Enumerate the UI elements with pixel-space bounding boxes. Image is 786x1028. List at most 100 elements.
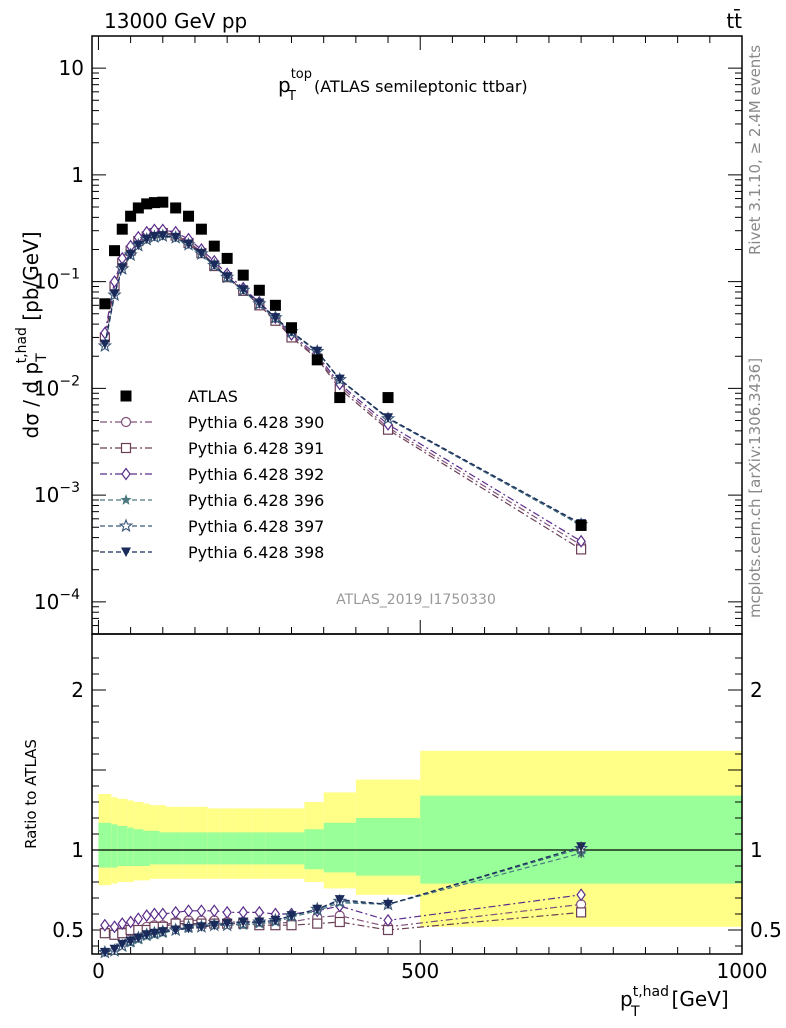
ratio-point-p398 (312, 904, 323, 915)
point-p398 (117, 263, 128, 273)
ratio-point-p398 (196, 922, 207, 932)
ratio-point-p392 (576, 888, 586, 902)
band-inner (420, 795, 742, 884)
ratio-axes: 0.5 0.5 1 1 2 2 0 500 1000 (52, 657, 782, 983)
legend-label-p398: Pythia 6.428 398 (188, 543, 324, 562)
legend-label-p390: Pythia 6.428 390 (188, 413, 324, 432)
point-data (195, 223, 207, 235)
band-inner (285, 832, 305, 865)
ratio-point-p391 (576, 907, 587, 918)
point-p398 (383, 413, 394, 423)
y-tick-label-main: 10−2 (34, 373, 80, 400)
legend-marker-p391 (120, 442, 132, 454)
point-p392 (576, 534, 586, 548)
point-p398 (125, 249, 136, 260)
point-p392 (109, 275, 120, 289)
ratio-ylabel: Ratio to ATLAS (22, 739, 40, 849)
band-inner (133, 829, 144, 866)
ratio-point-p398 (238, 917, 249, 927)
ratio-point-p398 (383, 899, 394, 910)
ratio-point-p398 (270, 915, 281, 926)
mcplots-label: mcplots.cern.ch [arXiv:1306.3436] (746, 358, 764, 618)
ratio-point-p392 (383, 913, 393, 927)
main-title-rest: (ATLAS semileptonic ttbar) (314, 77, 528, 96)
x-axis-label-p: p (620, 987, 633, 1011)
x-axis-label-sup: t,had (633, 984, 669, 1000)
ratio-point-p398 (141, 930, 152, 940)
main-title-p: p (278, 73, 291, 97)
ratio-point-p392 (170, 905, 181, 919)
y-tick-label-main: 10 (59, 56, 84, 80)
point-data (170, 202, 182, 214)
legend: ATLAS Pythia 6.428 390 Pythia 6.428 391 Pyt… (100, 387, 324, 562)
series-line-p396 (104, 235, 582, 526)
ratio-point-p398 (133, 933, 144, 943)
ratio-point-p398 (170, 925, 181, 935)
point-p398 (133, 240, 144, 251)
band-inner (117, 826, 128, 866)
point-data (116, 223, 128, 235)
ratio-point-p391 (312, 918, 323, 929)
point-p398 (141, 234, 152, 245)
ratio-point-p392 (100, 918, 110, 932)
process-label: tt̄ (726, 8, 742, 33)
point-p398 (157, 231, 168, 241)
ratio-point-p392 (196, 904, 207, 918)
rivet-label: Rivet 3.1.10, ≥ 2.4M events (746, 45, 764, 255)
main-title-sub: T (287, 89, 296, 104)
x-axis-label: pt,had T [GeV] (620, 984, 729, 1020)
y-tick-label-ratio: 0.5 (52, 918, 84, 942)
band-inner (98, 822, 112, 868)
point-data (269, 299, 281, 311)
legend-marker-p396 (120, 494, 132, 505)
main-axes: 10 1 10−1 10−2 10−3 10−4 (34, 35, 743, 635)
point-p398 (196, 248, 207, 259)
band-inner (207, 832, 221, 865)
y-tick-label-ratio-right: 0.5 (750, 918, 782, 942)
band-inner (143, 830, 150, 866)
band-inner (355, 818, 421, 876)
analysis-watermark: ATLAS_2019_I1750330 (336, 592, 496, 608)
point-data (141, 198, 153, 210)
y-tick-label-main: 10−4 (34, 587, 80, 614)
point-p398 (222, 272, 233, 282)
point-data (99, 298, 111, 310)
x-tick-label: 1000 (717, 959, 768, 983)
ratio-point-p398 (157, 927, 168, 937)
legend-label-p391: Pythia 6.428 391 (188, 439, 324, 458)
main-series (97, 196, 589, 555)
legend-label-p392: Pythia 6.428 392 (188, 465, 324, 484)
band-inner (149, 830, 160, 865)
legend-label-data: ATLAS (188, 387, 238, 406)
ratio-point-p398 (334, 895, 345, 905)
band-inner (220, 832, 234, 865)
main-title-sup: top (291, 67, 312, 82)
y-tick-label-ratio: 2 (71, 678, 84, 702)
band-inner (323, 822, 356, 873)
point-data (157, 196, 169, 208)
point-data (237, 269, 249, 281)
ratio-point-p398 (286, 911, 297, 921)
band-inner (127, 827, 134, 866)
ratio-point-p398 (125, 936, 136, 947)
y-tick-label-main: 10−3 (34, 480, 80, 507)
point-p398 (334, 374, 345, 385)
point-data (253, 284, 265, 296)
y-tick-label-ratio: 1 (71, 838, 84, 862)
point-data (132, 202, 144, 214)
ratio-point-p398 (254, 917, 265, 927)
point-data (208, 240, 220, 252)
point-data (109, 245, 121, 257)
ratio-point-p392 (125, 915, 136, 929)
y-tick-label-ratio-right: 1 (750, 838, 763, 862)
legend-marker-p390 (120, 416, 132, 428)
legend-label-p396: Pythia 6.428 396 (188, 491, 324, 510)
band-inner (194, 832, 208, 865)
ratio-point-p392 (141, 909, 152, 923)
ratio-point-p391 (334, 916, 345, 928)
point-p398 (209, 260, 220, 271)
point-data (575, 519, 587, 531)
point-p398 (254, 298, 265, 309)
point-p398 (238, 285, 249, 295)
x-tick-label: 0 (92, 959, 105, 983)
